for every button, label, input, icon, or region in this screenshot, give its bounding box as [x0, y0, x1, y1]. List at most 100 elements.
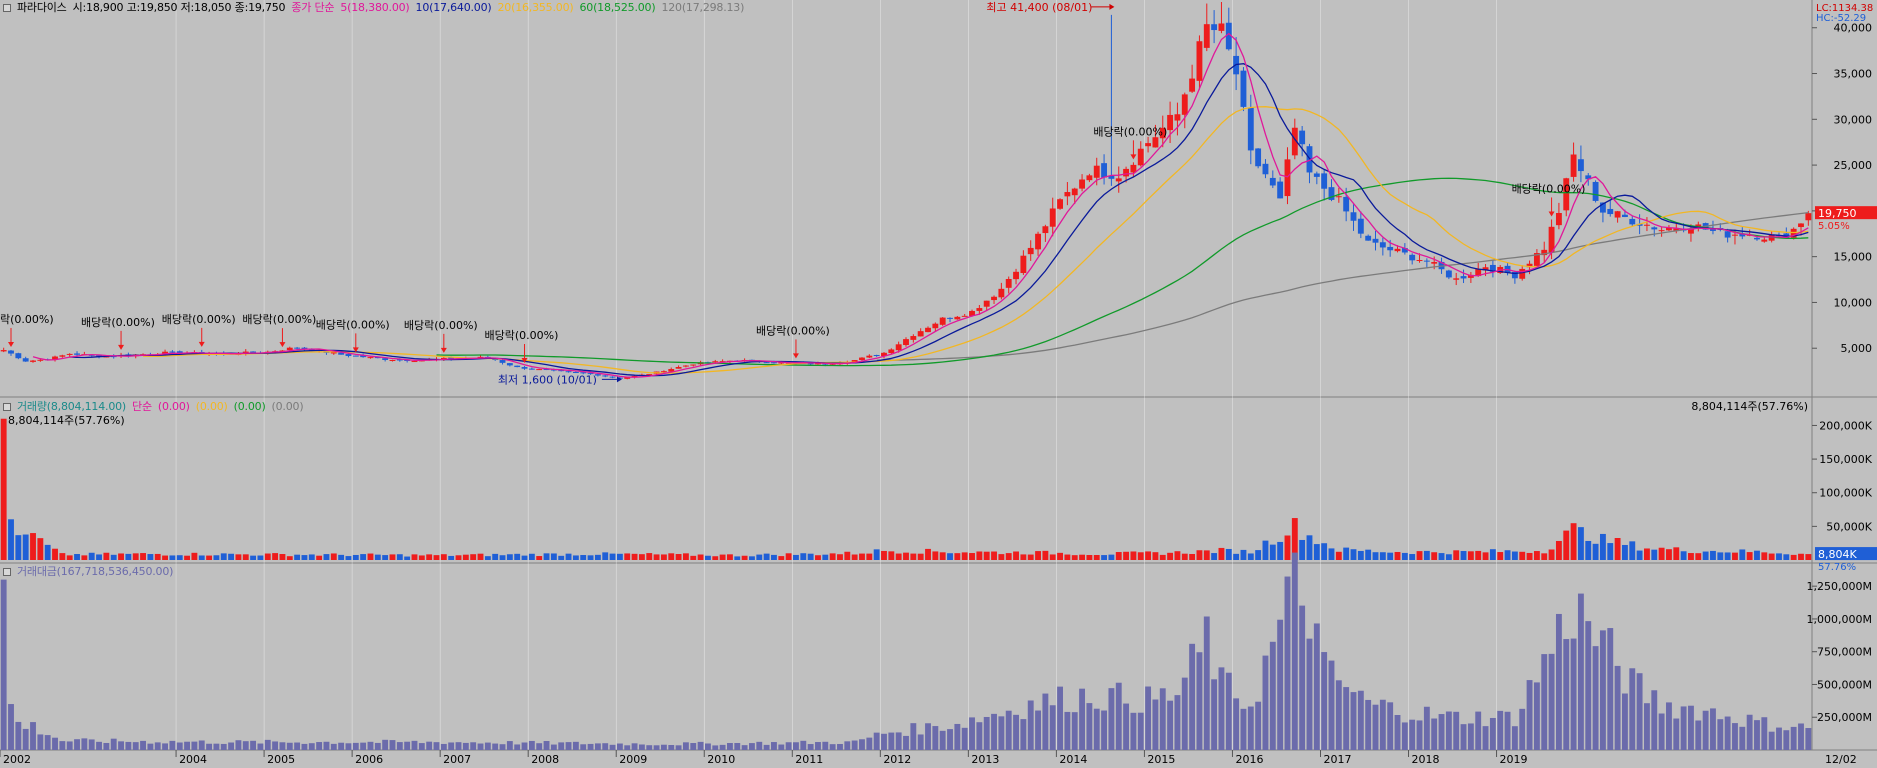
- amount-bar: [873, 732, 880, 750]
- volume-bar: [1401, 552, 1408, 560]
- amount-bar: [624, 745, 631, 750]
- price-candle: [1262, 163, 1269, 175]
- price-candle: [1255, 148, 1262, 167]
- amount-bar: [1533, 682, 1540, 750]
- price-candle: [917, 331, 924, 337]
- volume-bar: [1504, 550, 1511, 560]
- volume-bar: [1497, 552, 1504, 560]
- hc-value: HC:-52.29: [1816, 13, 1866, 24]
- price-candle: [294, 347, 301, 349]
- volume-bar: [1475, 550, 1482, 560]
- price-panel-toggle[interactable]: [3, 4, 11, 12]
- volume-bar: [338, 554, 345, 560]
- amount-bar: [565, 742, 572, 750]
- price-candle: [771, 362, 777, 364]
- x-tick-label: 12/02: [1825, 753, 1857, 766]
- amount-bar: [308, 743, 315, 750]
- amount-bar: [1724, 716, 1731, 750]
- amount-bar: [785, 742, 792, 750]
- amount-bar: [682, 742, 689, 750]
- price-candle: [396, 359, 403, 361]
- volume-panel-header: 거래량(8,804,114.00) 단순 (0.00) (0.00) (0.00) (0.…: [3, 400, 309, 414]
- volume-bar: [917, 553, 924, 560]
- price-candle: [1585, 175, 1592, 180]
- price-candle: [440, 357, 447, 360]
- amount-bar: [660, 744, 667, 750]
- low-annotation: 최저 1,600 (10/01): [498, 373, 597, 386]
- amount-bar: [903, 735, 909, 750]
- amount-bar: [198, 740, 205, 750]
- price-candle: [66, 353, 73, 355]
- amount-bar: [360, 742, 367, 750]
- amount-bar: [1732, 723, 1738, 750]
- price-candle: [719, 361, 726, 363]
- volume-bar: [1460, 551, 1467, 560]
- volume-first-label: 8,804,114주(57.76%): [8, 414, 125, 427]
- dividend-label: 배당락(0.00%): [404, 319, 478, 332]
- amount-bar: [1511, 726, 1518, 750]
- volume-bar: [213, 555, 220, 560]
- volume-bar: [374, 554, 381, 560]
- amount-bar: [286, 742, 293, 750]
- amount-panel-toggle[interactable]: [3, 568, 11, 576]
- amount-bar: [1137, 712, 1144, 750]
- price-candle: [1379, 242, 1386, 248]
- volume-bar: [1013, 551, 1019, 560]
- amount-bar: [132, 742, 139, 750]
- volume-bar: [734, 556, 741, 560]
- price-candle: [367, 357, 374, 359]
- price-candle: [1445, 270, 1452, 278]
- price-candle: [1035, 233, 1041, 250]
- price-candle: [859, 357, 865, 361]
- ma5-legend: 5(18,380.00): [340, 1, 410, 14]
- volume-bar: [1057, 552, 1063, 560]
- ma60-legend: 60(18,525.00): [579, 1, 656, 14]
- amount-bar: [477, 743, 484, 750]
- amount-bar: [954, 723, 961, 750]
- amount-bar: [1585, 621, 1592, 750]
- price-candle: [1614, 211, 1621, 218]
- volume-bar: [1350, 549, 1357, 560]
- amount-bar: [338, 742, 345, 750]
- amount-bar: [653, 745, 660, 750]
- amount-bar: [991, 713, 997, 750]
- price-candle: [536, 369, 543, 371]
- dividend-label: 배당락(0.00%): [1512, 182, 1586, 195]
- volume-panel-toggle[interactable]: [3, 403, 11, 411]
- volume-bar: [1211, 553, 1218, 560]
- price-candle: [514, 365, 521, 368]
- volume-bar: [1702, 551, 1709, 560]
- price-candle: [1423, 260, 1430, 262]
- dividend-arrow-head: [118, 344, 125, 350]
- dividend-label: 배당락(0.00%): [1093, 125, 1167, 138]
- price-candle: [1732, 234, 1738, 236]
- dividend-arrow-head: [1548, 211, 1555, 217]
- volume-bar: [954, 553, 961, 560]
- x-tick-label: 2014: [1059, 753, 1087, 766]
- volume-bar: [1592, 543, 1599, 560]
- price-candle: [1739, 233, 1746, 237]
- price-candle: [1710, 228, 1716, 231]
- amount-bar: [1688, 705, 1694, 750]
- price-candle: [572, 371, 579, 373]
- volume-bar: [1203, 550, 1210, 560]
- volume-bar: [52, 548, 58, 560]
- amount-title: 거래대금(167,718,536,450.00): [17, 565, 174, 578]
- amount-bar: [1321, 652, 1328, 750]
- price-candle: [668, 369, 675, 372]
- amount-bar: [1372, 704, 1379, 750]
- volume-bar: [550, 553, 557, 560]
- volume-bar: [1123, 551, 1130, 560]
- price-candle: [352, 355, 359, 357]
- amount-bar: [631, 743, 638, 750]
- volume-bar: [697, 554, 704, 560]
- amount-bar: [1086, 703, 1093, 750]
- volume-bar: [1255, 550, 1262, 560]
- amount-bar: [1768, 731, 1775, 750]
- amount-bar: [1262, 655, 1269, 750]
- volume-bar: [110, 554, 117, 560]
- amount-bar: [88, 739, 95, 750]
- amount-bar: [1035, 710, 1041, 750]
- price-candle: [103, 356, 110, 358]
- price-candle: [1211, 24, 1218, 31]
